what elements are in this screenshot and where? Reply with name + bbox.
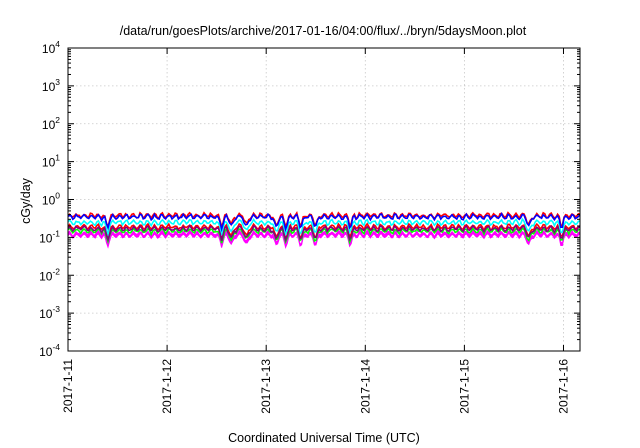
x-axis-label: Coordinated Universal Time (UTC) [228, 431, 420, 445]
series-line-2 [67, 217, 581, 238]
series-line-4 [67, 224, 581, 243]
x-tick-label: 2017-1-14 [358, 359, 372, 414]
chart-title: /data/run/goesPlots/archive/2017-01-16/0… [120, 24, 527, 38]
y-tick-labels: 10-4 10-3 10-2 10-1 100 101 102 103 104 [39, 39, 60, 359]
axis-ticks [67, 47, 580, 352]
y-tick-label: 10-4 [39, 342, 60, 359]
grid-lines [68, 48, 580, 351]
y-tick-label: 100 [42, 191, 60, 208]
y-axis-label: cGy/day [19, 177, 33, 224]
y-tick-label: 10-1 [39, 228, 60, 245]
series-line-6 [67, 212, 581, 233]
x-tick-label: 2017-1-11 [61, 359, 75, 413]
x-tick-label: 2017-1-15 [457, 359, 471, 414]
y-tick-label: 10-2 [39, 266, 60, 283]
x-tick-label: 2017-1-16 [556, 359, 570, 414]
x-tick-label: 2017-1-13 [259, 359, 273, 414]
y-tick-label: 102 [42, 115, 60, 132]
y-tick-label: 104 [42, 39, 60, 56]
y-tick-label: 103 [42, 77, 60, 94]
x-tick-label: 2017-1-12 [160, 359, 174, 414]
x-tick-labels: 2017-1-11 2017-1-12 2017-1-13 2017-1-14 2017… [61, 359, 570, 414]
series-group [67, 211, 581, 249]
series-line-1 [67, 222, 581, 242]
y-tick-label: 10-3 [39, 304, 60, 321]
y-tick-label: 101 [42, 153, 60, 170]
